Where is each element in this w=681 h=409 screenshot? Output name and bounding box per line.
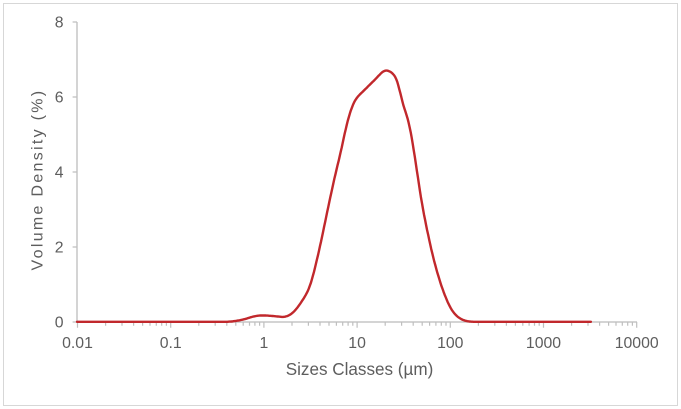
- svg-text:4: 4: [55, 164, 64, 181]
- svg-text:0.1: 0.1: [160, 335, 182, 352]
- svg-text:6: 6: [55, 89, 64, 106]
- svg-text:0: 0: [55, 314, 64, 331]
- svg-text:0.01: 0.01: [62, 335, 93, 352]
- svg-text:10000: 10000: [615, 335, 659, 352]
- svg-text:Sizes Classes (µm): Sizes Classes (µm): [286, 360, 434, 379]
- svg-text:1: 1: [260, 335, 269, 352]
- svg-text:Volume Density (%): Volume Density (%): [30, 89, 47, 271]
- svg-text:10: 10: [348, 335, 366, 352]
- svg-text:100: 100: [437, 335, 464, 352]
- svg-text:1000: 1000: [526, 335, 561, 352]
- svg-text:8: 8: [55, 14, 64, 31]
- svg-text:2: 2: [55, 239, 64, 256]
